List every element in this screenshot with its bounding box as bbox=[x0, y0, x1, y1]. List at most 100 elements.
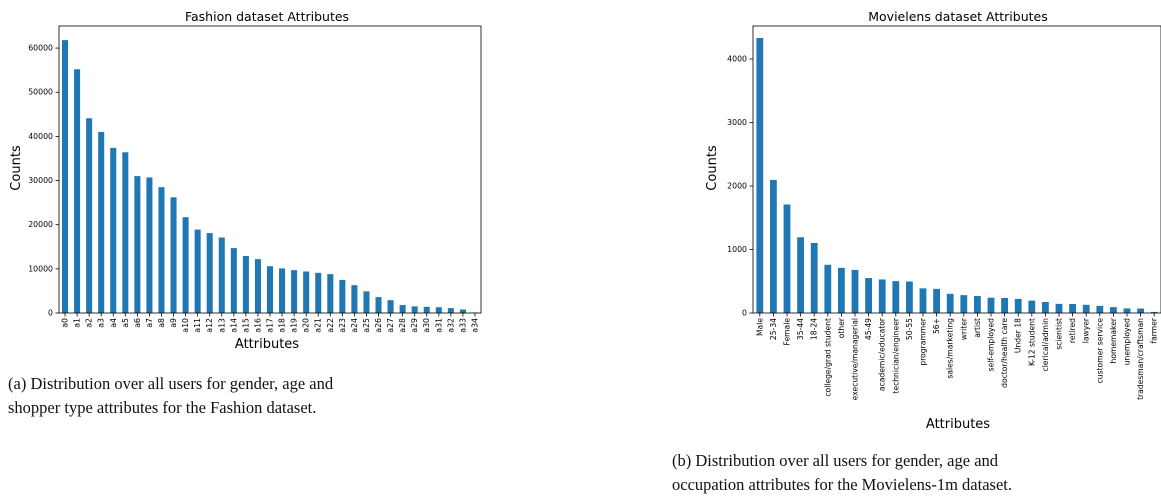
a-y-tick-label-0: 0 bbox=[48, 309, 53, 318]
a-x-tick-label-5: a5 bbox=[121, 318, 130, 328]
b-x-tick-label-23: retired bbox=[1068, 318, 1077, 343]
a-x-tick-label-23: a23 bbox=[338, 318, 347, 333]
a-bar-10 bbox=[182, 217, 189, 313]
b-x-tick-label-12: programmer bbox=[919, 317, 928, 365]
movielens-chart-xlabel: Attributes bbox=[926, 417, 990, 432]
b-bar-8 bbox=[865, 278, 872, 313]
b-y-tick-label-3: 3000 bbox=[727, 118, 747, 127]
a-bar-0 bbox=[62, 40, 69, 313]
a-x-tick-label-34: a34 bbox=[470, 318, 479, 333]
b-x-tick-label-27: unemployed bbox=[1123, 318, 1132, 365]
caption-b-line-1: (b) Distribution over all users for gend… bbox=[672, 451, 999, 470]
movielens-chart: Movielens dataset Attributes Counts Attr… bbox=[705, 9, 1161, 432]
b-bar-17 bbox=[987, 297, 995, 313]
a-bar-21 bbox=[315, 272, 322, 313]
fashion-chart: Fashion dataset Attributes Counts Attrib… bbox=[9, 9, 482, 352]
a-y-tick-label-2: 20000 bbox=[28, 220, 53, 229]
a-x-tick-label-9: a9 bbox=[169, 318, 178, 328]
b-bar-18 bbox=[1001, 298, 1008, 313]
b-x-tick-label-17: self-employed bbox=[987, 318, 996, 372]
a-bar-26 bbox=[375, 297, 382, 313]
a-x-tick-label-21: a21 bbox=[314, 318, 323, 333]
b-x-tick-label-25: customer service bbox=[1095, 318, 1104, 384]
a-x-tick-label-18: a18 bbox=[278, 318, 287, 333]
b-x-tick-label-9: academic/educator bbox=[878, 317, 887, 391]
a-x-tick-label-19: a19 bbox=[290, 318, 299, 333]
b-y-tick-label-2: 2000 bbox=[727, 182, 747, 191]
a-x-tick-label-27: a27 bbox=[386, 318, 395, 333]
b-bar-1 bbox=[770, 179, 777, 313]
a-x-tick-label-32: a32 bbox=[446, 318, 455, 333]
a-x-tick-label-13: a13 bbox=[217, 318, 226, 333]
a-bar-2 bbox=[86, 118, 93, 313]
b-bar-19 bbox=[1014, 298, 1022, 313]
b-bar-22 bbox=[1055, 303, 1063, 313]
b-bar-28 bbox=[1137, 308, 1144, 313]
a-bar-23 bbox=[339, 279, 346, 313]
a-bar-11 bbox=[194, 229, 201, 313]
a-bar-28 bbox=[399, 305, 406, 313]
a-x-tick-label-22: a22 bbox=[326, 318, 335, 333]
movielens-chart-title: Movielens dataset Attributes bbox=[868, 9, 1048, 24]
a-x-tick-label-31: a31 bbox=[434, 318, 443, 333]
a-y-tick-label-5: 50000 bbox=[28, 88, 53, 97]
a-bar-7 bbox=[146, 177, 153, 313]
a-bar-4 bbox=[110, 147, 117, 313]
a-x-tick-label-3: a3 bbox=[97, 318, 106, 328]
a-bar-14 bbox=[230, 248, 237, 313]
b-bar-13 bbox=[933, 288, 940, 313]
b-x-tick-label-2: Female bbox=[783, 318, 792, 346]
b-bar-15 bbox=[960, 295, 968, 313]
a-x-tick-label-4: a4 bbox=[109, 318, 118, 328]
b-bar-4 bbox=[810, 242, 818, 313]
b-x-tick-label-22: scientist bbox=[1055, 318, 1064, 350]
a-bar-13 bbox=[218, 237, 225, 313]
fashion-chart-xlabel: Attributes bbox=[235, 337, 299, 352]
b-x-tick-label-14: sales/marketing bbox=[946, 318, 955, 379]
caption-b-line-2: occupation attributes for the Movielens-… bbox=[672, 475, 1012, 494]
b-x-tick-label-19: Under 18 bbox=[1014, 318, 1023, 353]
b-x-tick-label-1: 25-34 bbox=[769, 318, 778, 340]
b-x-tick-label-11: 50-55 bbox=[905, 318, 914, 340]
b-y-tick-label-1: 1000 bbox=[727, 245, 747, 254]
movielens-chart-ylabel: Counts bbox=[705, 145, 720, 191]
a-bar-6 bbox=[134, 176, 141, 313]
b-x-tick-label-29: farmer bbox=[1150, 317, 1159, 343]
b-x-tick-label-6: other bbox=[837, 317, 846, 338]
b-bar-20 bbox=[1028, 300, 1036, 313]
a-y-tick-label-1: 10000 bbox=[28, 264, 53, 273]
a-x-tick-label-26: a26 bbox=[374, 318, 383, 333]
b-bar-16 bbox=[974, 296, 981, 313]
b-x-tick-label-28: tradesman/craftsman bbox=[1136, 318, 1145, 400]
b-bar-12 bbox=[919, 288, 927, 313]
b-bar-7 bbox=[851, 269, 859, 313]
a-x-tick-label-30: a30 bbox=[422, 318, 431, 333]
a-x-tick-label-7: a7 bbox=[145, 318, 154, 328]
a-x-tick-label-1: a1 bbox=[73, 318, 82, 328]
b-x-tick-label-20: K-12 student bbox=[1027, 318, 1036, 366]
a-bar-12 bbox=[206, 233, 213, 313]
a-x-tick-label-2: a2 bbox=[85, 318, 94, 328]
a-x-tick-label-8: a8 bbox=[157, 318, 166, 328]
a-x-tick-label-15: a15 bbox=[241, 318, 250, 333]
a-bar-5 bbox=[122, 152, 129, 313]
caption-b: (b) Distribution over all users for gend… bbox=[672, 449, 1012, 497]
b-x-tick-label-18: doctor/health care bbox=[1000, 318, 1009, 388]
b-x-tick-label-16: artist bbox=[973, 318, 982, 338]
a-bar-9 bbox=[170, 197, 177, 313]
b-bar-2 bbox=[783, 204, 791, 313]
b-x-tick-label-4: 18-24 bbox=[810, 318, 819, 340]
a-x-tick-label-25: a25 bbox=[362, 318, 371, 333]
b-y-tick-label-0: 0 bbox=[742, 309, 747, 318]
movielens-plot-frame bbox=[752, 25, 1161, 314]
fashion-chart-ylabel: Counts bbox=[9, 145, 24, 191]
a-x-tick-label-20: a20 bbox=[302, 318, 311, 333]
a-bar-18 bbox=[279, 268, 286, 313]
b-x-tick-label-7: executive/managerial bbox=[851, 318, 860, 400]
a-y-tick-label-6: 60000 bbox=[28, 44, 53, 53]
b-x-tick-label-15: writer bbox=[959, 317, 968, 340]
a-bar-22 bbox=[327, 274, 334, 313]
a-x-tick-label-14: a14 bbox=[229, 318, 238, 333]
a-x-tick-label-16: a16 bbox=[253, 318, 262, 333]
